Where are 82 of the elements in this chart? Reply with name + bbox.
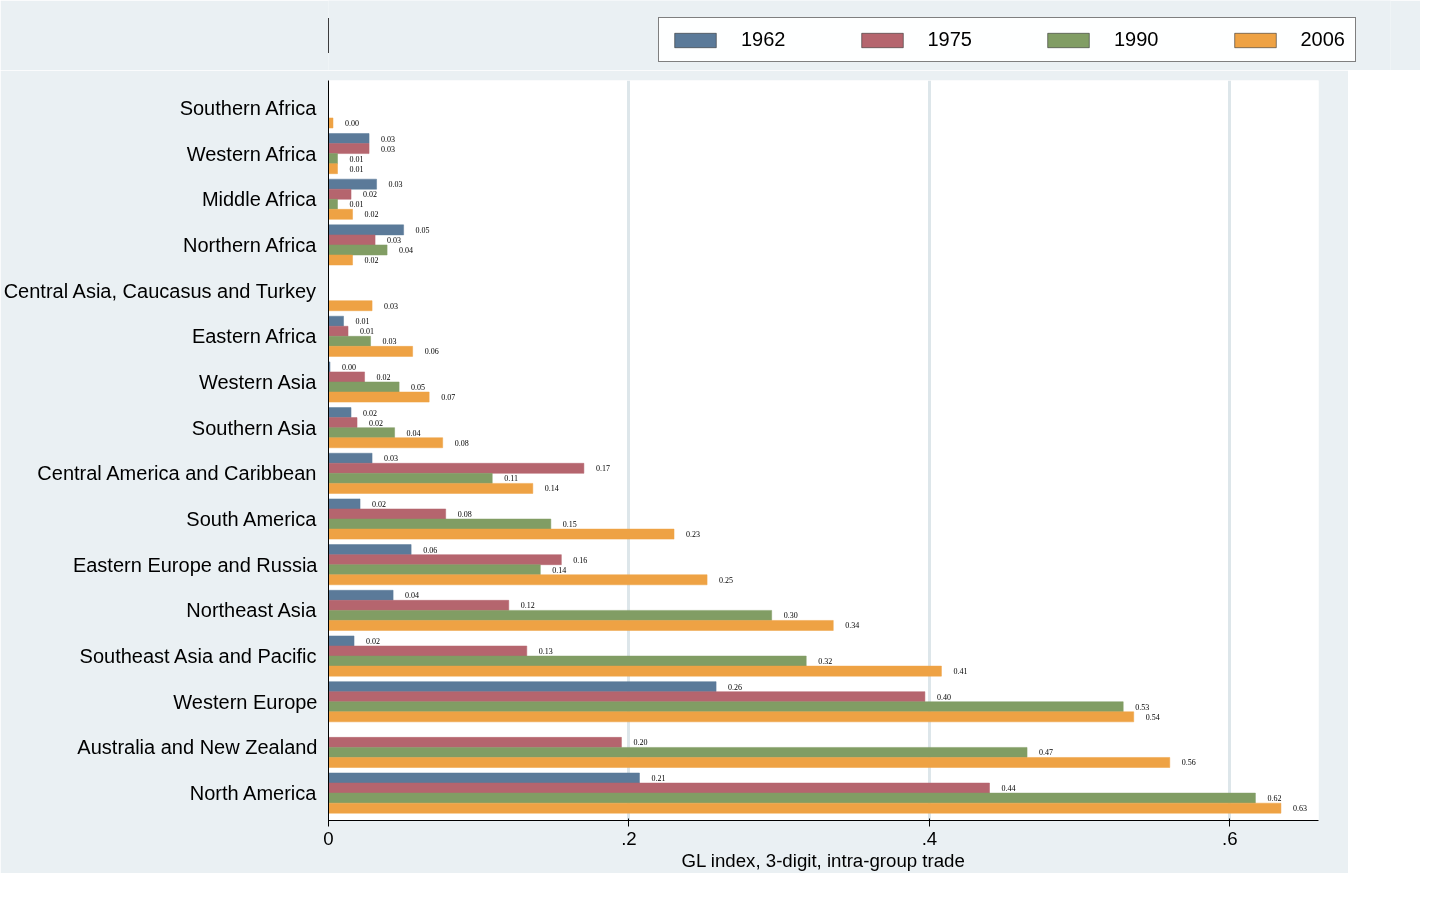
data-label: 0.00 xyxy=(345,118,360,128)
y-tick-label: Southern Africa xyxy=(179,96,318,119)
data-label: 0.02 xyxy=(363,408,378,418)
y-tick-label: Eastern Europe and Russia xyxy=(72,553,319,576)
y-tick-label: North America xyxy=(189,782,318,805)
data-label: 0.12 xyxy=(520,601,535,611)
data-label: 0.56 xyxy=(1181,758,1196,768)
data-label: 0.01 xyxy=(349,164,364,174)
data-label: 0.13 xyxy=(538,647,553,657)
data-label: 0.01 xyxy=(355,317,370,327)
data-label: 0.03 xyxy=(384,301,399,311)
data-label: 0.20 xyxy=(633,738,648,748)
data-label: 0.15 xyxy=(562,520,577,530)
y-tick-label: Southern Asia xyxy=(191,416,318,439)
data-label: 0.32 xyxy=(818,657,833,667)
data-label: 0.08 xyxy=(457,509,472,519)
y-tick-label: Central Asia, Caucasus and Turkey xyxy=(3,279,317,302)
data-label: 0.02 xyxy=(369,418,384,428)
data-label: 0.34 xyxy=(845,621,860,631)
data-label: 0.03 xyxy=(384,454,399,464)
data-label: 0.02 xyxy=(364,256,379,266)
y-tick-label: Western Africa xyxy=(186,142,318,165)
data-label: 0.05 xyxy=(415,225,430,235)
data-label: 0.03 xyxy=(388,180,403,190)
data-label: 0.06 xyxy=(423,545,438,555)
y-tick-label: Western Asia xyxy=(198,370,318,393)
y-tick-label: Australia and New Zealand xyxy=(77,736,318,759)
data-label: 0.25 xyxy=(719,575,734,585)
data-label: 0.41 xyxy=(953,667,968,677)
data-label: 0.21 xyxy=(651,774,666,784)
data-label: 0.14 xyxy=(544,484,559,494)
data-label: 0.05 xyxy=(411,383,426,393)
x-tick-label: .2 xyxy=(621,827,637,849)
data-label: 0.11 xyxy=(504,474,518,484)
legend-label: 2006 xyxy=(1300,28,1345,51)
data-label: 0.62 xyxy=(1267,794,1282,804)
data-label: 0.02 xyxy=(366,636,381,646)
y-tick-label: Southeast Asia and Pacific xyxy=(79,645,317,668)
data-label: 0.04 xyxy=(399,245,414,255)
data-label: 0.14 xyxy=(552,565,567,575)
legend-label: 1990 xyxy=(1114,28,1159,51)
data-label: 0.44 xyxy=(1001,784,1016,794)
data-label: 0.00 xyxy=(342,362,356,372)
data-label: 0.53 xyxy=(1135,702,1150,712)
data-label: 0.04 xyxy=(405,591,420,601)
data-label: 0.23 xyxy=(686,530,701,540)
data-label: 0.06 xyxy=(424,347,439,357)
data-label: 0.54 xyxy=(1145,712,1160,722)
data-label: 0.01 xyxy=(349,200,364,210)
data-label: 0.03 xyxy=(387,235,402,245)
data-label: 0.17 xyxy=(595,464,610,474)
data-label: 0.40 xyxy=(936,692,951,702)
data-label: 0.02 xyxy=(364,210,379,220)
data-label: 0.04 xyxy=(406,428,421,438)
data-label: 0.03 xyxy=(382,337,397,347)
y-tick-label: Northeast Asia xyxy=(186,599,318,622)
data-label: 0.08 xyxy=(454,438,469,448)
legend-label: 1962 xyxy=(741,28,786,51)
y-tick-label: Middle Africa xyxy=(201,188,318,211)
data-label: 0.02 xyxy=(376,372,391,382)
data-label: 0.02 xyxy=(372,499,387,509)
y-tick-label: Western Europe xyxy=(173,690,318,713)
x-tick-label: .4 xyxy=(921,827,938,849)
x-tick-label: 0 xyxy=(323,827,334,849)
data-label: 0.03 xyxy=(381,134,396,144)
y-tick-label: South America xyxy=(186,508,318,531)
data-label: 0.63 xyxy=(1292,804,1307,814)
legend-label: 1975 xyxy=(927,28,972,51)
y-tick-label: Central America and Caribbean xyxy=(37,462,317,485)
data-label: 0.03 xyxy=(381,144,396,154)
data-label: 0.16 xyxy=(573,555,588,565)
data-label: 0.01 xyxy=(360,327,375,337)
data-label: 0.02 xyxy=(363,190,378,200)
y-tick-label: Eastern Africa xyxy=(191,325,318,348)
x-tick-label: .6 xyxy=(1222,827,1238,849)
data-label: 0.01 xyxy=(349,154,364,164)
data-label: 0.07 xyxy=(441,393,456,403)
data-label: 0.26 xyxy=(728,682,743,692)
data-label: 0.47 xyxy=(1039,748,1054,758)
data-label: 0.30 xyxy=(783,611,798,621)
y-tick-label: Northern Africa xyxy=(183,233,318,256)
x-axis-title: GL index, 3-digit, intra-group trade xyxy=(681,849,965,871)
